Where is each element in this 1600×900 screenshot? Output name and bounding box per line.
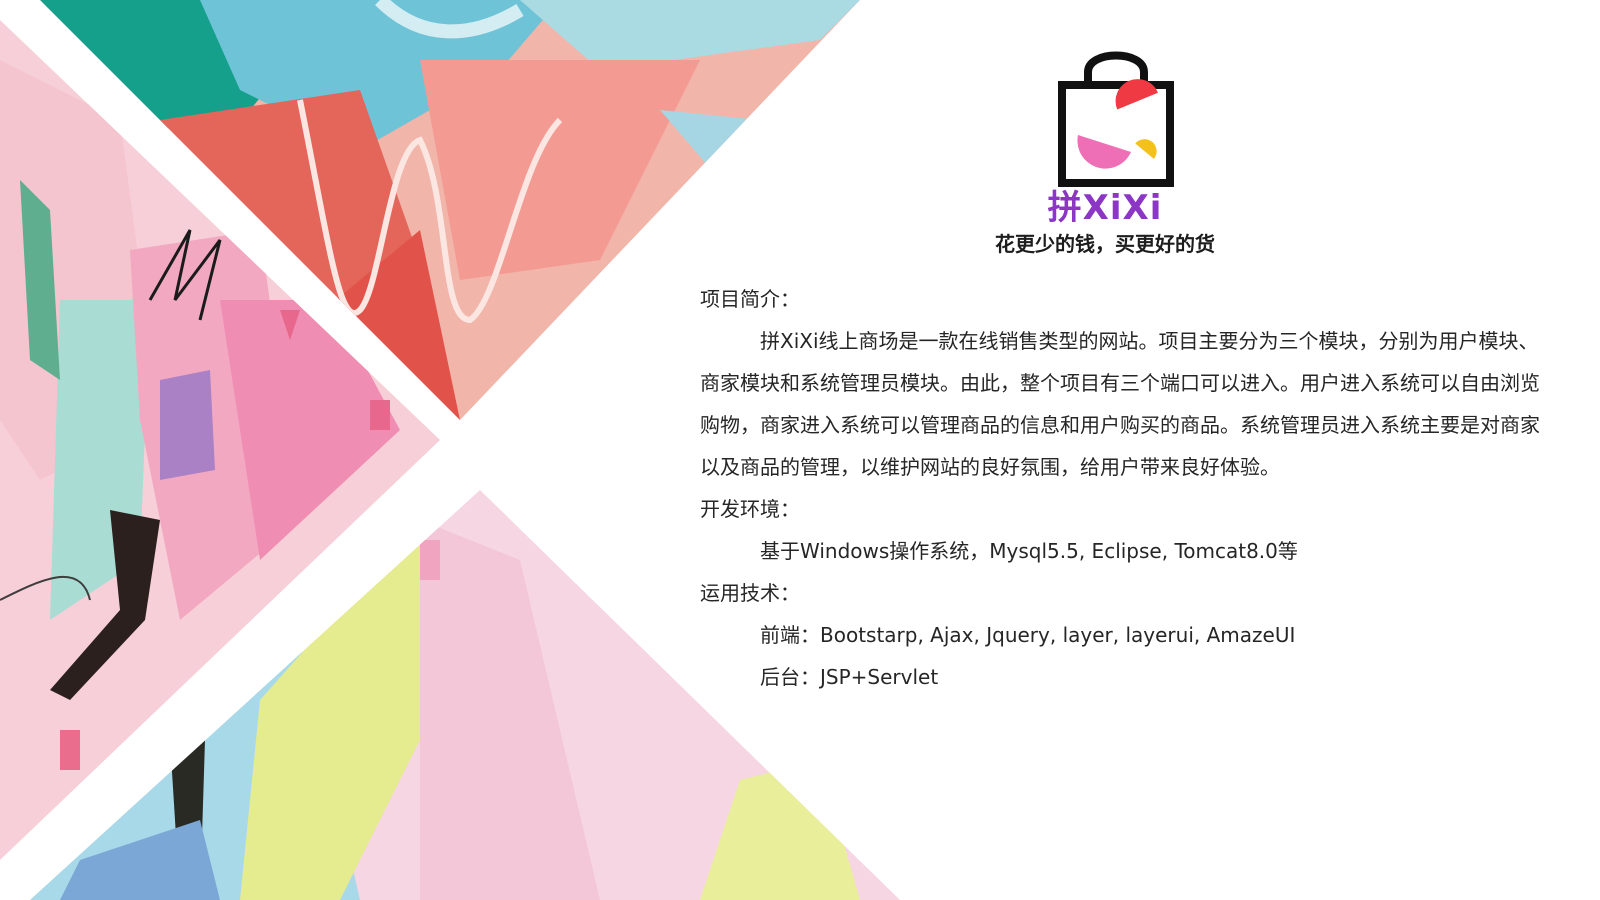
intro-heading: 项目简介： <box>700 287 800 311</box>
project-description: 项目简介： 拼XiXi线上商场是一款在线销售类型的网站。项目主要分为三个模块，分… <box>700 278 1550 698</box>
brand-slogan: 花更少的钱，买更好的货 <box>995 232 1215 256</box>
tech-heading: 运用技术： <box>700 581 800 605</box>
env-heading: 开发环境： <box>700 497 800 521</box>
intro-text: 拼XiXi线上商场是一款在线销售类型的网站。项目主要分为三个模块，分别为用户模块… <box>700 329 1540 479</box>
backend-text: 后台：JSP+Servlet <box>760 665 939 689</box>
frontend-text: 前端：Bootstarp, Ajax, Jquery, layer, layer… <box>760 623 1296 647</box>
brand-name: 拼XiXi <box>1047 188 1163 228</box>
env-text: 基于Windows操作系统，Mysql5.5, Eclipse, Tomcat8… <box>760 539 1298 563</box>
shopping-bag-icon <box>1058 51 1174 187</box>
brand-logo: 拼XiXi 花更少的钱，买更好的货 <box>995 40 1215 270</box>
